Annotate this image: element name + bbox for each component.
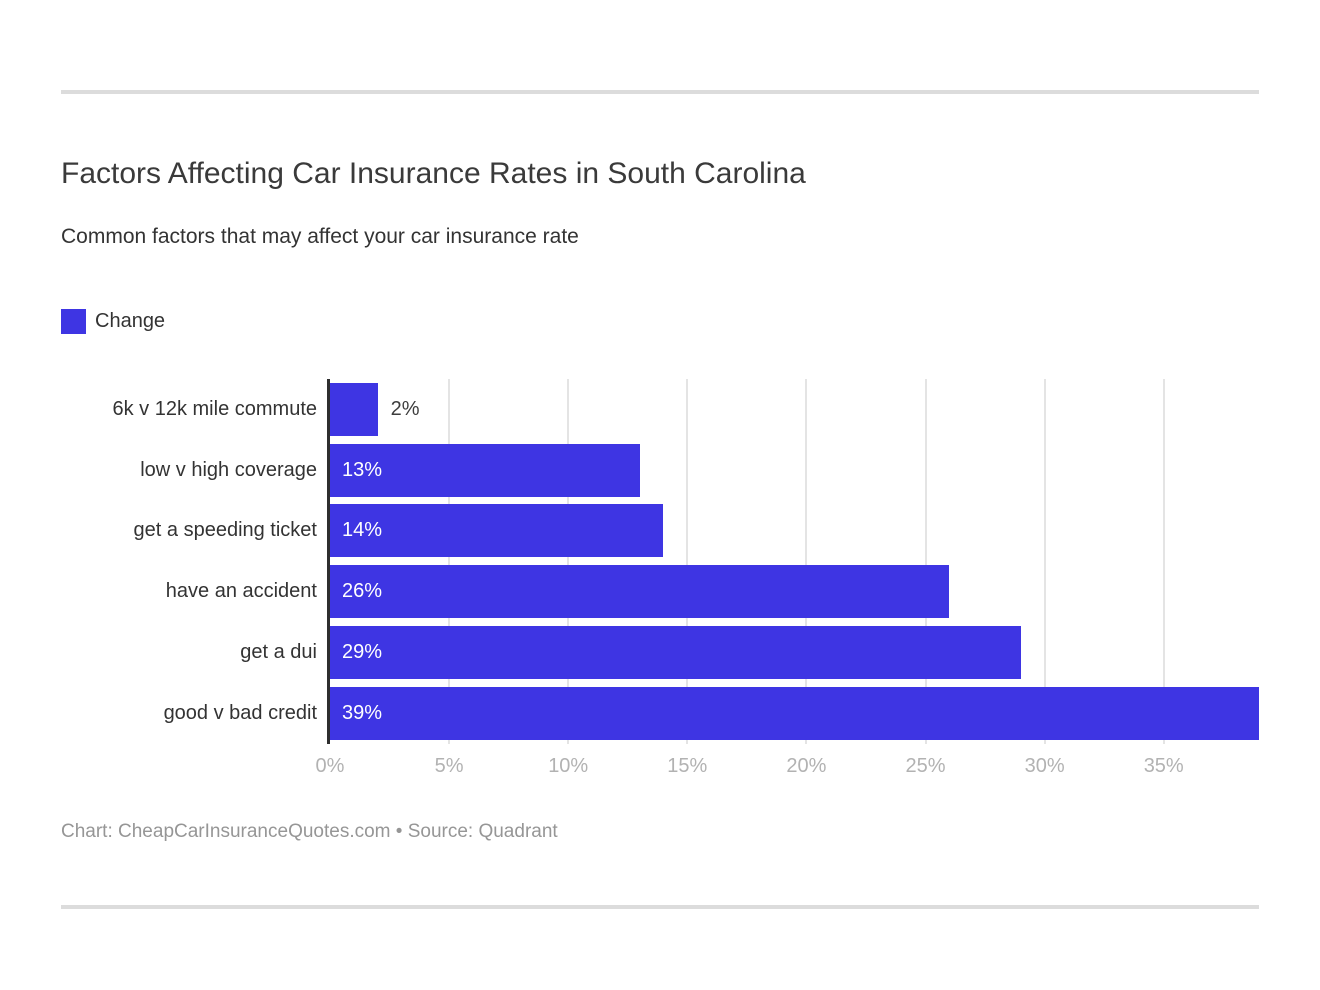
bar-row: 26% — [330, 561, 1259, 622]
top-divider — [61, 90, 1259, 94]
x-tick-label: 30% — [1024, 754, 1065, 777]
chart-subtitle: Common factors that may affect your car … — [61, 225, 579, 248]
bar-value-label: 26% — [342, 580, 383, 603]
bar: 13% — [330, 443, 640, 497]
x-tick-label: 0% — [315, 754, 345, 777]
bar: 29% — [330, 626, 1021, 680]
bars-area: 2% 13% 14% 26% 29% 39% — [330, 379, 1259, 744]
gridline — [924, 379, 927, 744]
x-axis: 0% 5% 10% 15% 20% 25% 30% 35% — [316, 744, 1259, 782]
gridline — [567, 379, 570, 744]
bar-value-label: 2% — [390, 397, 420, 420]
bar: 26% — [330, 565, 950, 619]
plot-area: 2% 13% 14% 26% 29% 39% — [327, 379, 1259, 744]
bar-row: 14% — [330, 501, 1259, 562]
bar-value-label: 14% — [342, 519, 383, 542]
bar: 14% — [330, 504, 664, 558]
x-tick-label: 25% — [905, 754, 946, 777]
x-tick-label: 35% — [1143, 754, 1184, 777]
category-label: good v bad credit — [163, 701, 317, 724]
page: Factors Affecting Car Insurance Rates in… — [0, 90, 1320, 909]
bar-value-label: 39% — [342, 701, 383, 724]
gridline — [1162, 379, 1165, 744]
x-tick-label: 20% — [786, 754, 827, 777]
gridline — [686, 379, 689, 744]
gridlines — [330, 379, 1259, 744]
legend-swatch — [61, 308, 86, 334]
chart-title: Factors Affecting Car Insurance Rates in… — [61, 157, 806, 190]
legend-label: Change — [95, 309, 166, 332]
category-label: get a dui — [240, 641, 317, 664]
bar-row: 39% — [330, 683, 1259, 744]
category-label: have an accident — [165, 580, 317, 603]
bar-value-label: 29% — [342, 641, 383, 664]
x-tick-label: 15% — [667, 754, 708, 777]
bar-chart: 6k v 12k mile commute low v high coverage… — [61, 379, 1259, 744]
category-label: low v high coverage — [140, 458, 317, 481]
bar-row: 13% — [330, 440, 1259, 501]
footer-credit: Chart: CheapCarInsuranceQuotes.com • Sou… — [61, 820, 558, 842]
x-tick-label: 10% — [548, 754, 589, 777]
gridline — [448, 379, 451, 744]
gridline — [805, 379, 808, 744]
bar-row: 2% — [330, 379, 1259, 440]
bar: 39% — [330, 686, 1259, 740]
x-tick-label: 5% — [434, 754, 464, 777]
bar — [330, 382, 378, 436]
bottom-divider — [61, 904, 1259, 909]
category-label: get a speeding ticket — [133, 519, 317, 542]
legend: Change — [61, 308, 1259, 334]
category-label: 6k v 12k mile commute — [112, 397, 317, 420]
bar-value-label: 13% — [342, 458, 383, 481]
bar-row: 29% — [330, 622, 1259, 683]
gridline — [1043, 379, 1046, 744]
category-labels: 6k v 12k mile commute low v high coverage… — [61, 379, 327, 744]
